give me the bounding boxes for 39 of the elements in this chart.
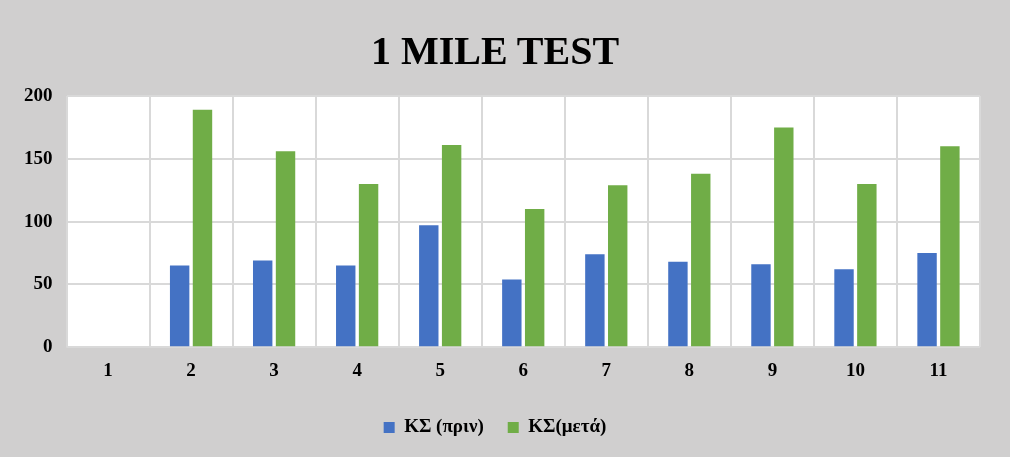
bar (169, 265, 190, 347)
y-tick-label: 50 (33, 272, 53, 294)
bar (691, 173, 711, 347)
x-tick-label: 4 (352, 358, 363, 380)
legend-label: ΚΣ (πριν) (404, 415, 484, 438)
bar (192, 109, 213, 347)
legend-label: ΚΣ(μετά) (528, 415, 607, 438)
bar (608, 185, 628, 347)
bar (336, 265, 356, 347)
bar (857, 183, 877, 347)
bar (668, 261, 688, 347)
bar (419, 225, 439, 347)
bar (358, 183, 379, 347)
bar (524, 209, 545, 347)
bar (940, 146, 960, 347)
x-tick-label: 6 (518, 358, 528, 380)
x-tick-label: 9 (767, 358, 778, 380)
bar (751, 264, 771, 347)
x-tick-label: 5 (435, 358, 445, 380)
bar (275, 151, 296, 347)
y-tick-label: 150 (24, 146, 53, 168)
bar (774, 127, 794, 347)
bar (917, 253, 937, 347)
x-tick-label: 2 (186, 358, 196, 380)
chart-title: 1 MILE TEST (370, 28, 620, 74)
x-tick-label: 10 (845, 358, 865, 380)
y-tick-label: 200 (24, 83, 53, 105)
x-tick-label: 11 (929, 358, 948, 380)
x-tick-label: 3 (269, 358, 279, 380)
bar (585, 254, 605, 347)
bar (252, 260, 273, 347)
x-tick-label: 1 (103, 358, 113, 380)
x-tick-label: 7 (601, 358, 612, 380)
x-tick-label: 8 (684, 358, 695, 380)
y-tick-label: 0 (43, 335, 53, 357)
y-tick-label: 100 (24, 209, 53, 231)
bar (441, 144, 462, 347)
bar (834, 269, 854, 347)
bar (502, 279, 522, 347)
